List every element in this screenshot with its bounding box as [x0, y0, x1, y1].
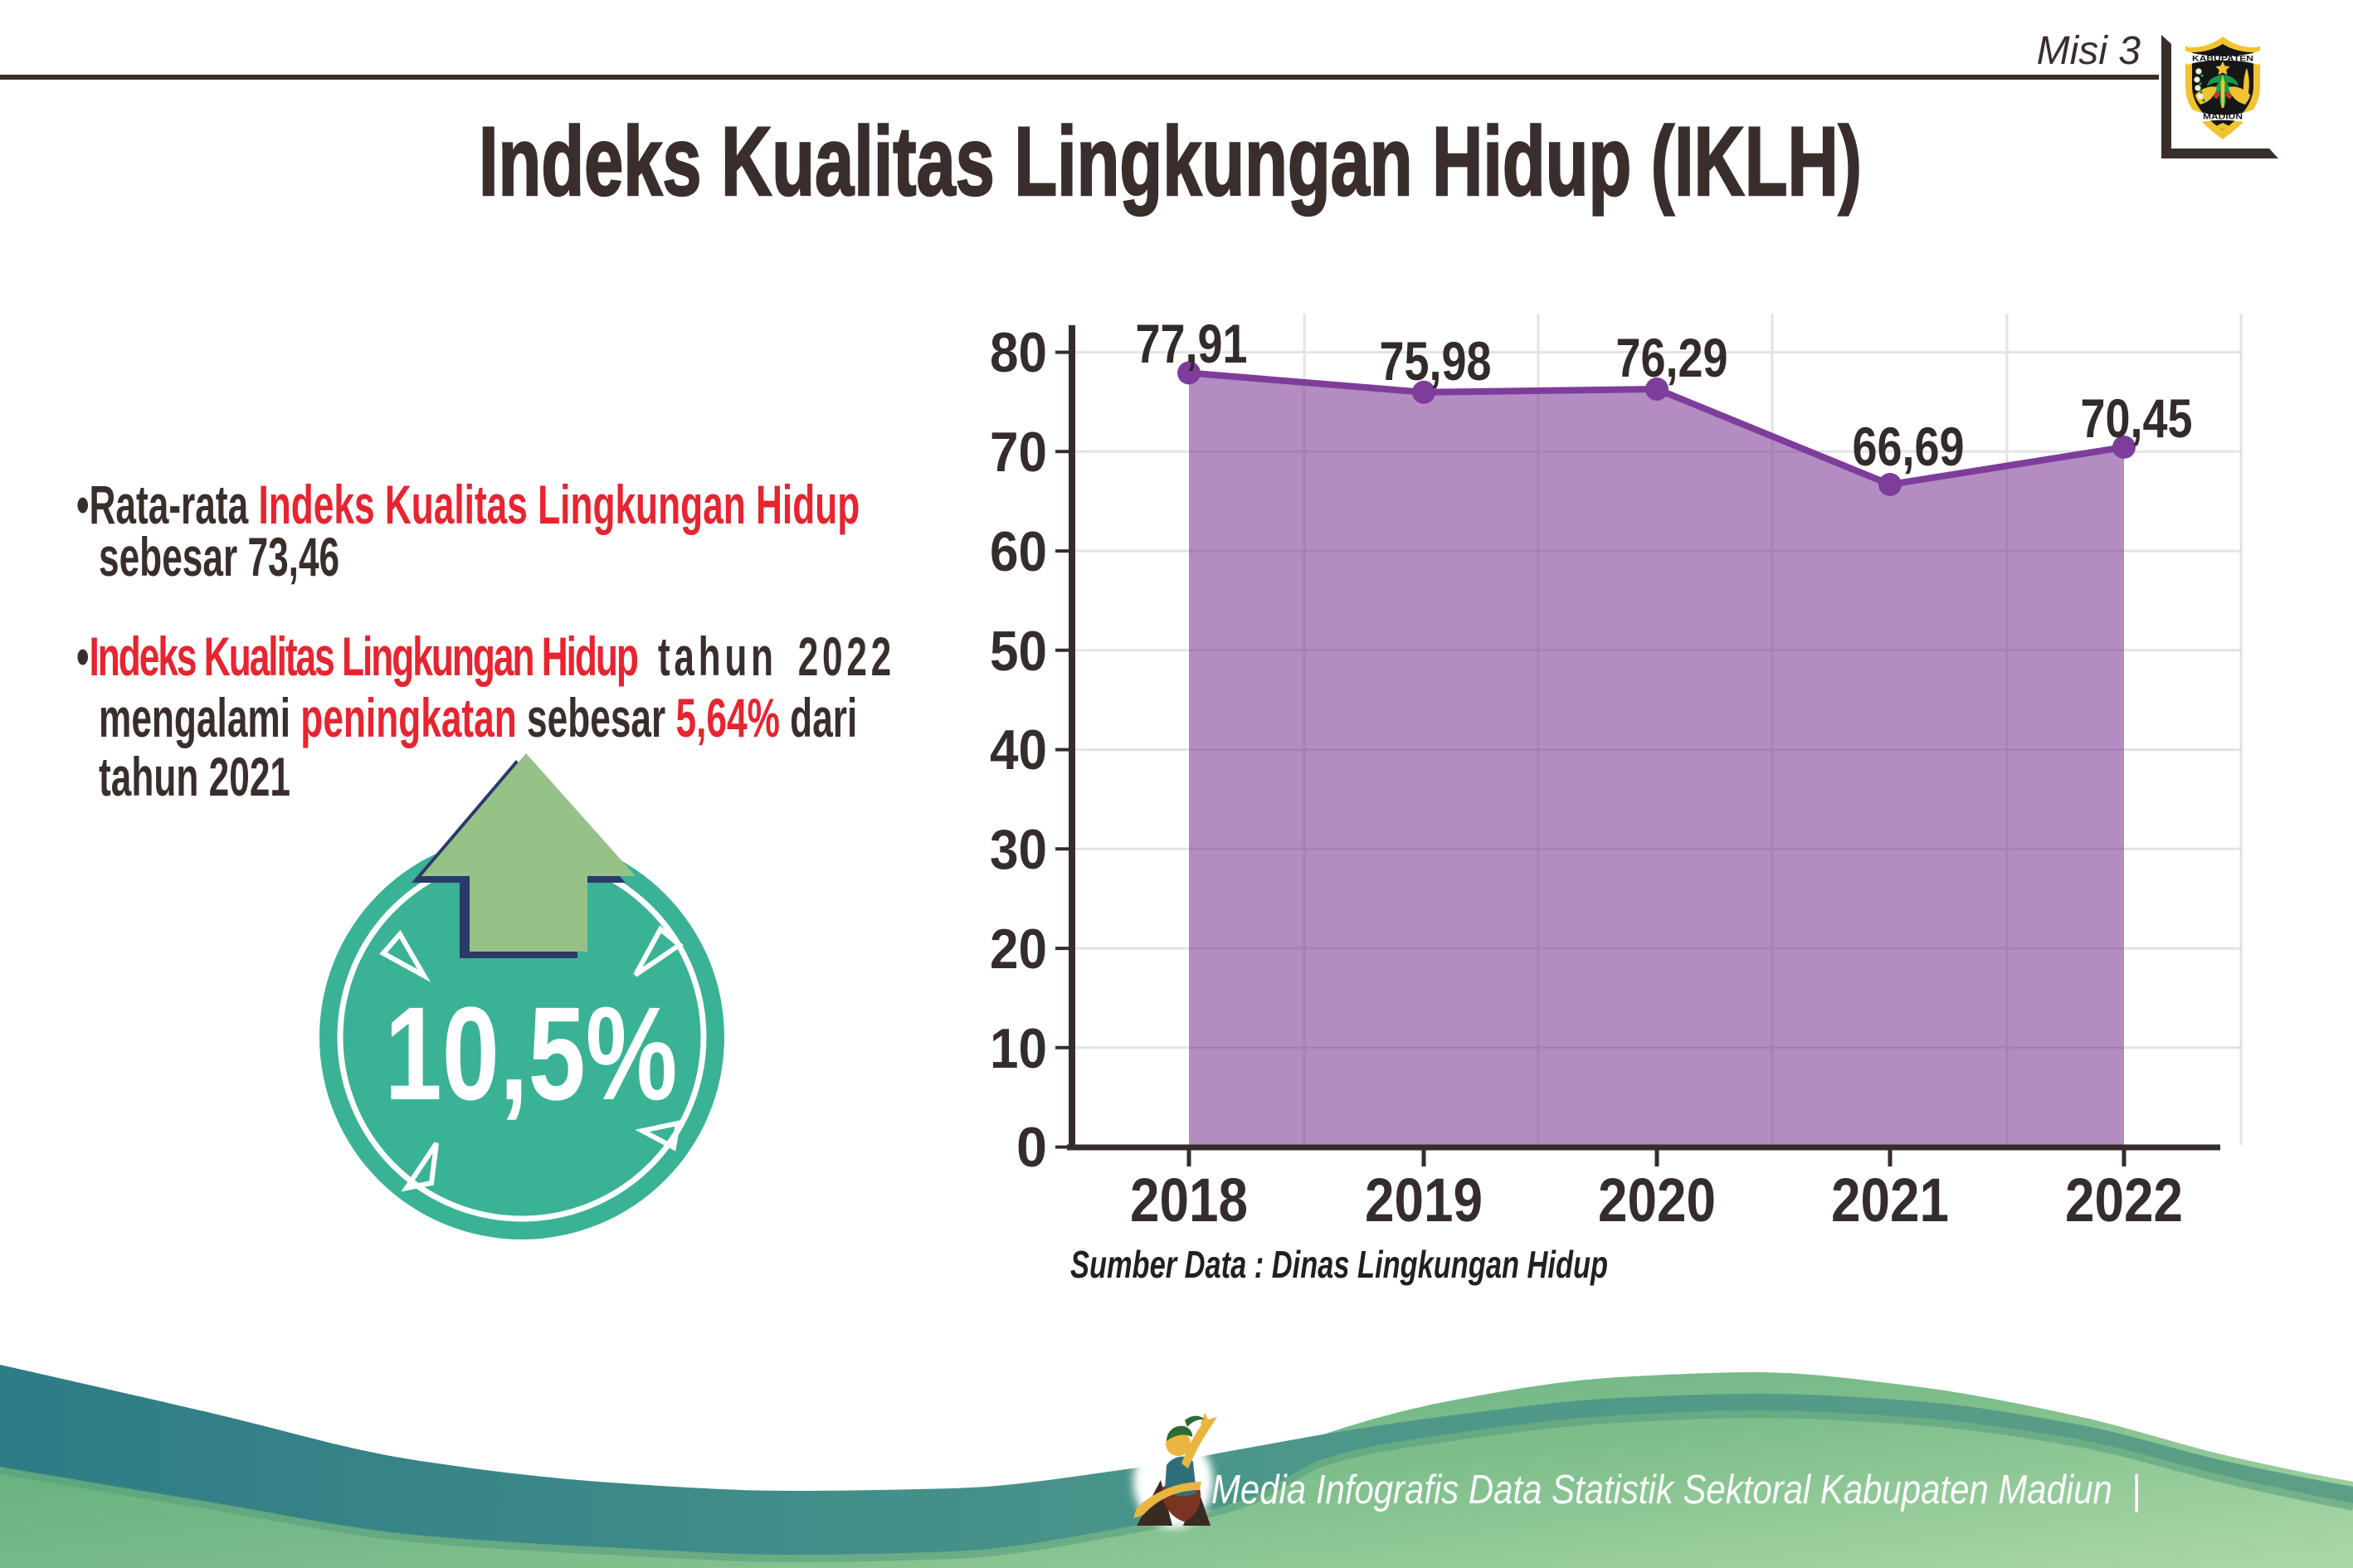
- svg-text:20: 20: [990, 918, 1047, 981]
- svg-text:66,69: 66,69: [1853, 416, 1965, 477]
- svg-text:40: 40: [990, 718, 1047, 782]
- svg-text:70,45: 70,45: [2081, 387, 2193, 449]
- svg-text:60: 60: [990, 520, 1047, 583]
- svg-text:MADIUN: MADIUN: [2203, 113, 2243, 122]
- svg-text:2020: 2020: [1598, 1166, 1716, 1234]
- svg-text:75,98: 75,98: [1380, 330, 1492, 392]
- svg-text:10,5%: 10,5%: [385, 979, 678, 1127]
- svg-text:2019: 2019: [1365, 1166, 1483, 1234]
- svg-text:76,29: 76,29: [1616, 327, 1728, 388]
- svg-text:2022: 2022: [2065, 1166, 2183, 1234]
- svg-text:Sumber Data : Dinas Lingkungan: Sumber Data : Dinas Lingkungan Hidup: [1070, 1243, 1608, 1286]
- svg-text:77,91: 77,91: [1136, 313, 1248, 374]
- svg-text:10: 10: [990, 1017, 1047, 1080]
- svg-text:70: 70: [990, 421, 1047, 484]
- svg-text:30: 30: [990, 818, 1047, 881]
- svg-text:2018: 2018: [1130, 1166, 1248, 1234]
- svg-text:KABUPATEN: KABUPATEN: [2192, 55, 2253, 64]
- svg-text:0: 0: [1016, 1116, 1047, 1179]
- svg-text:Media Infografis Data Statisti: Media Infografis Data Statistik Sektoral…: [1211, 1468, 2141, 1512]
- svg-text:50: 50: [990, 620, 1047, 683]
- svg-text:2021: 2021: [1831, 1166, 1949, 1234]
- svg-text:80: 80: [990, 321, 1047, 384]
